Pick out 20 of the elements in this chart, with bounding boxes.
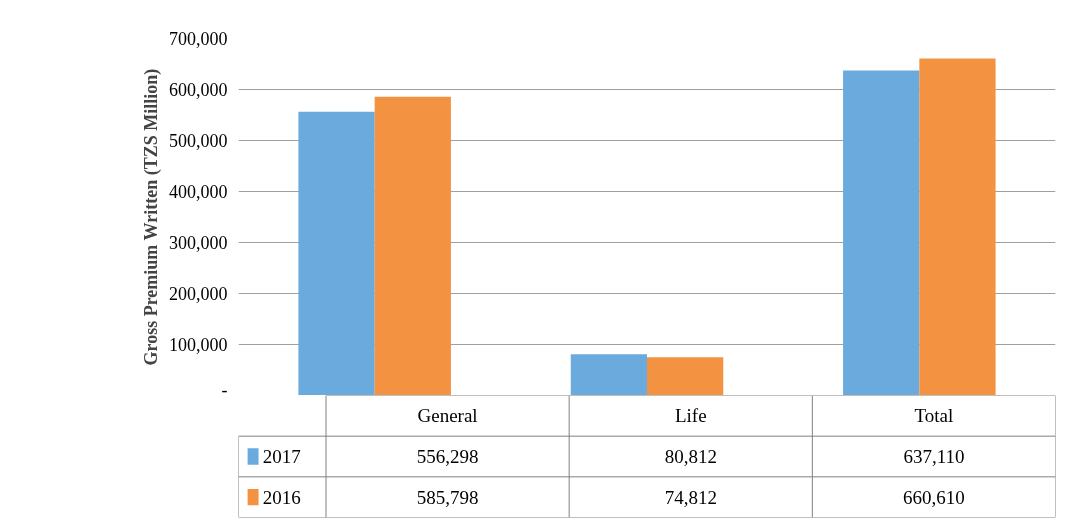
y-tick-label: 400,000 <box>169 182 228 202</box>
data-label: 637,110 <box>903 446 965 467</box>
data-label: 556,298 <box>416 446 479 467</box>
y-tick-label: 500,000 <box>169 131 228 151</box>
y-tick-label: 300,000 <box>169 233 228 253</box>
legend-label: 2017 <box>262 446 301 467</box>
data-label: 585,798 <box>416 486 479 508</box>
y-tick-label: 700,000 <box>169 29 228 49</box>
y-axis-title: Gross Premium Written (TZS Million) <box>141 68 162 366</box>
x-tick-label: Life <box>674 405 707 427</box>
y-tick-label: 200,000 <box>169 284 228 304</box>
data-label: 80,812 <box>664 446 717 467</box>
x-tick-label: General <box>417 405 478 427</box>
x-tick-label: Total <box>914 405 954 427</box>
legend-label: 2016 <box>262 486 301 508</box>
data-label: 74,812 <box>664 486 717 508</box>
y-tick-label: 600,000 <box>169 80 228 100</box>
y-tick-label: 100,000 <box>169 335 228 355</box>
data-label: 660,610 <box>903 486 965 508</box>
y-tick-label: - <box>221 379 228 400</box>
